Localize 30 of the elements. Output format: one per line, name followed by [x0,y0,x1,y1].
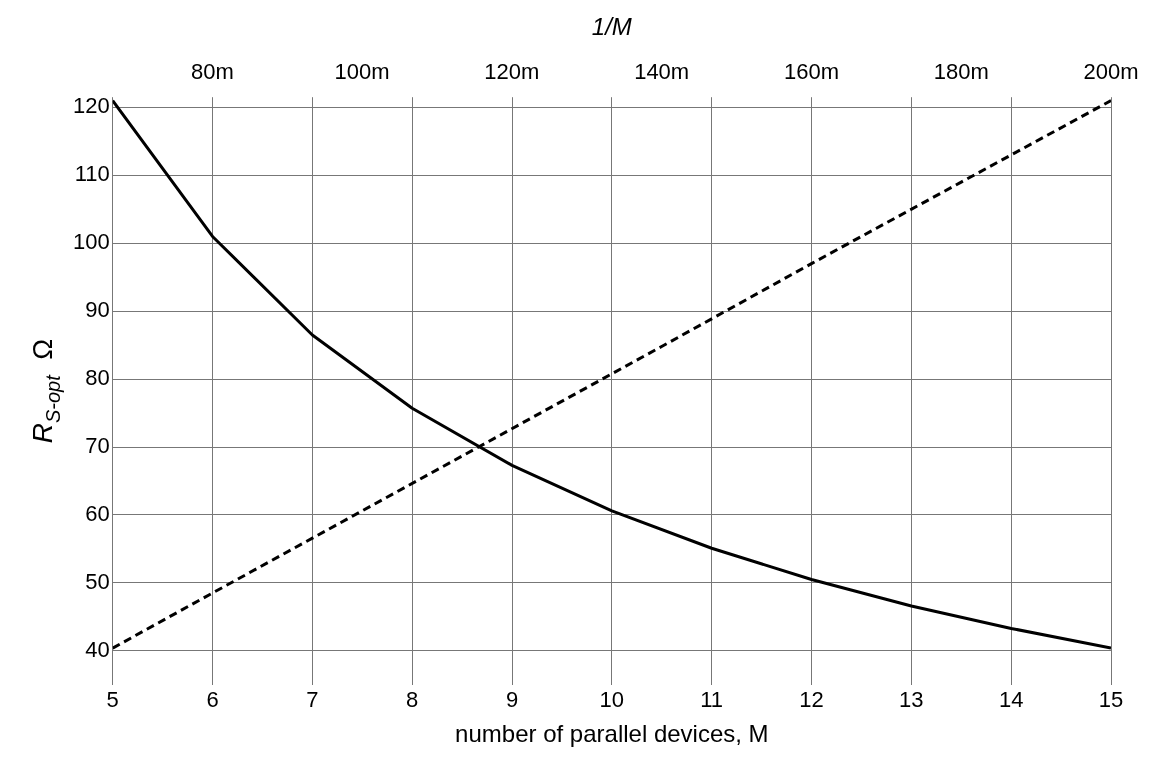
x-tick-label: 6 [206,687,219,713]
x-tick-label: 5 [106,687,119,713]
x2-tick-label: 180m [933,59,989,85]
y-tick-label: 50 [85,568,110,594]
x-tick-label: 15 [1098,687,1124,713]
y-tick-label: 60 [85,501,110,527]
x-tick-label: 9 [505,687,519,713]
y-tick-label: 80 [85,365,110,391]
x2-tick-label: 160m [783,59,839,85]
x-tick-label: 10 [599,687,625,713]
x2-tick-label: 100m [334,59,390,85]
y-tick-label: 120 [72,93,110,119]
x-tick-label: 8 [406,687,419,713]
x2-tick-label: 120m [484,59,540,85]
x-tick-label: 7 [306,687,319,713]
x-tick-label: 12 [799,687,824,713]
y-axis-title: RS-opt Ω [27,338,64,444]
x2-tick-label: 140m [634,59,690,85]
x-tick-label: 13 [899,687,924,713]
x2-axis-title: 1/M [591,13,632,41]
x-axis-title: number of parallel devices, M [455,720,769,748]
x-tick-label: 14 [998,687,1024,713]
y-tick-label: 100 [72,229,110,255]
x-tick-label: 11 [700,687,724,713]
x2-tick-label: 200m [1083,59,1139,85]
y-tick-label: 90 [85,297,110,323]
y-tick-label: 40 [85,636,110,662]
y-tick-label: 70 [85,433,110,459]
y-tick-label: 110 [74,161,110,187]
x2-tick-label: 80m [190,59,234,85]
